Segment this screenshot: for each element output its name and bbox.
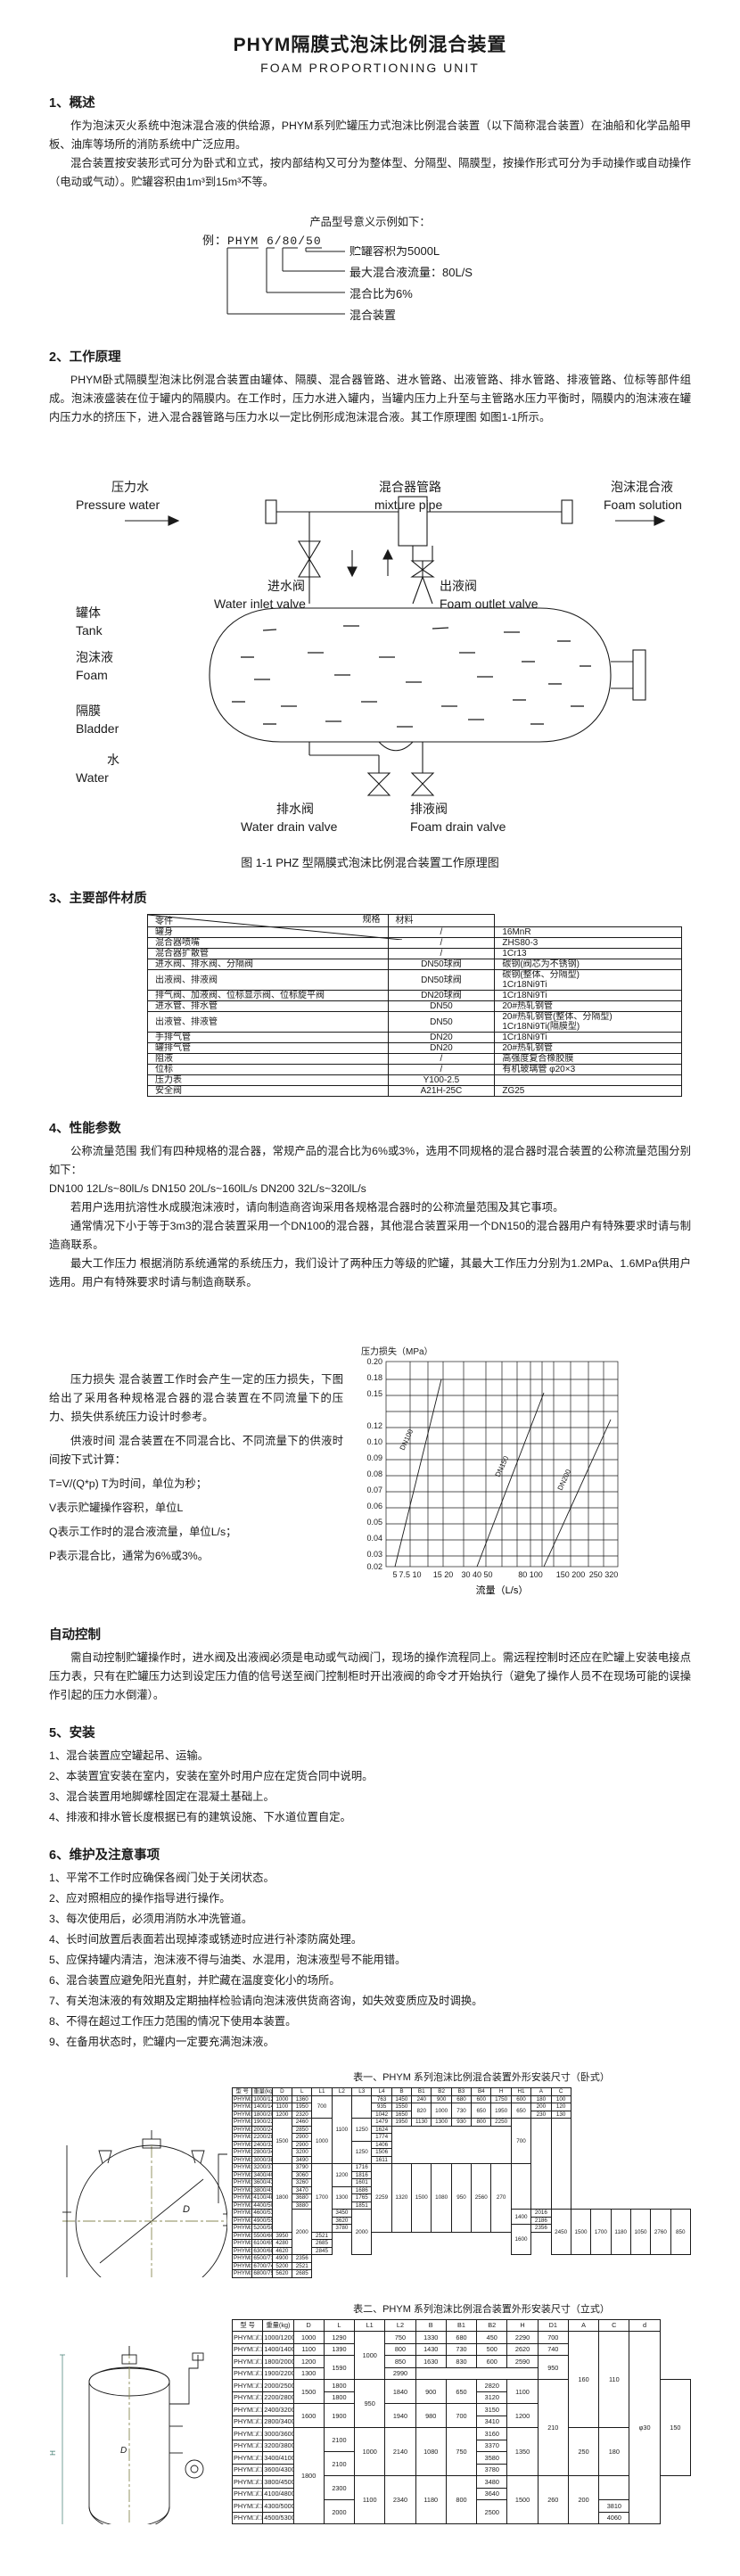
svg-text:15 20: 15 20 [433,1570,454,1579]
svg-text:0.03: 0.03 [366,1550,382,1559]
svg-text:Tank: Tank [76,623,103,638]
svg-text:0.02: 0.02 [366,1562,382,1571]
svg-text:贮罐容积为5000L: 贮罐容积为5000L [349,246,440,258]
svg-text:Pressure water: Pressure water [76,498,160,512]
svg-text:罐体: 罐体 [76,605,101,620]
svg-text:80 100: 80 100 [518,1570,543,1579]
svg-text:Bladder: Bladder [76,721,119,736]
svg-text:Water inlet valve: Water inlet valve [214,597,306,611]
svg-text:DN100: DN100 [399,1428,415,1452]
svg-text:最大混合液流量：80L/S: 最大混合液流量：80L/S [349,266,473,279]
svg-text:Foam outlet valve: Foam outlet valve [440,597,539,611]
svg-text:DN150: DN150 [494,1454,511,1478]
svg-text:150 200: 150 200 [556,1570,586,1579]
svg-text:0.12: 0.12 [366,1421,382,1430]
svg-text:30 40 50: 30 40 50 [461,1570,492,1579]
svg-text:泡沫混合液: 泡沫混合液 [611,480,673,494]
svg-text:0.20: 0.20 [366,1357,382,1366]
svg-text:压力损失（MPa）: 压力损失（MPa） [361,1346,433,1357]
svg-text:Foam: Foam [76,668,108,682]
svg-text:泡沫液: 泡沫液 [76,650,113,664]
svg-text:Water drain valve: Water drain valve [241,819,338,834]
svg-text:0.18: 0.18 [366,1373,382,1382]
svg-text:水: 水 [107,753,119,767]
svg-text:0.05: 0.05 [366,1518,382,1527]
svg-text:D: D [183,2204,190,2215]
svg-text:mixture pipe: mixture pipe [374,498,442,512]
svg-text:Foam drain valve: Foam drain valve [410,819,506,834]
svg-text:D: D [120,2446,127,2456]
svg-text:0.06: 0.06 [366,1502,382,1510]
svg-text:7.5 10: 7.5 10 [399,1570,421,1579]
svg-text:混合装置: 混合装置 [349,309,396,322]
svg-text:Water: Water [76,770,109,785]
svg-text:H: H [49,2449,57,2455]
svg-text:隔膜: 隔膜 [76,704,101,718]
svg-text:0.10: 0.10 [366,1437,382,1446]
svg-text:0.08: 0.08 [366,1469,382,1478]
svg-text:混合比为6%: 混合比为6% [349,287,413,300]
svg-text:0.09: 0.09 [366,1453,382,1462]
svg-text:0.15: 0.15 [366,1389,382,1398]
svg-text:0.07: 0.07 [366,1486,382,1494]
svg-text:5: 5 [392,1570,397,1579]
svg-text:流量（L/s）: 流量（L/s） [476,1584,529,1596]
svg-text:进水阀: 进水阀 [267,579,305,593]
svg-text:压力水: 压力水 [111,480,149,494]
svg-text:250 320: 250 320 [589,1570,619,1579]
svg-text:混合器管路: 混合器管路 [379,480,441,494]
svg-text:出液阀: 出液阀 [440,579,477,593]
svg-text:排液阀: 排液阀 [410,802,448,816]
svg-text:0.04: 0.04 [366,1534,382,1543]
svg-text:Foam solution: Foam solution [604,498,682,512]
svg-text:排水阀: 排水阀 [276,802,314,816]
